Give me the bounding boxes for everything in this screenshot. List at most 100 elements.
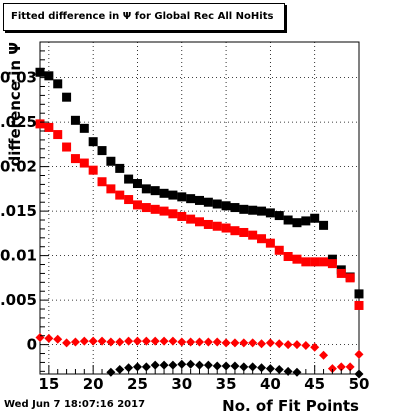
data-point (132, 179, 142, 189)
data-point (292, 340, 302, 350)
data-point (97, 177, 107, 187)
data-point (62, 338, 72, 348)
data-point (70, 337, 80, 347)
y-tick-label: 0.005 (0, 291, 37, 309)
data-point (239, 338, 249, 348)
data-point (79, 123, 89, 133)
data-point (141, 203, 151, 213)
x-tick-label: 25 (127, 375, 148, 393)
data-point (230, 361, 240, 371)
x-tick-label: 35 (216, 375, 237, 393)
data-point (212, 337, 222, 347)
data-point (265, 238, 275, 248)
data-point (159, 360, 169, 370)
data-point (203, 337, 213, 347)
data-point (301, 257, 311, 267)
data-point (283, 252, 293, 262)
plot-frame (39, 41, 360, 375)
y-tick-label: 0.025 (0, 113, 37, 131)
data-point (35, 67, 45, 77)
data-point (203, 197, 213, 207)
data-point (257, 363, 267, 373)
x-axis-title: No. of Fit Points (222, 397, 359, 414)
data-point (327, 259, 337, 269)
data-point (141, 362, 151, 372)
data-point (44, 333, 54, 343)
data-point (239, 227, 249, 237)
data-point (265, 338, 275, 348)
data-point (301, 341, 311, 351)
data-point (88, 165, 98, 175)
data-point (354, 300, 364, 310)
data-point (292, 254, 302, 264)
y-tick-label: 0 (27, 336, 37, 354)
data-point (159, 188, 169, 198)
data-point (35, 119, 45, 129)
data-point (248, 338, 258, 348)
data-point (203, 219, 213, 229)
data-point (292, 218, 302, 228)
data-point (53, 79, 63, 89)
data-point (336, 268, 346, 278)
data-point (132, 336, 142, 346)
x-tick-label: 50 (349, 375, 370, 393)
data-point (150, 186, 160, 196)
data-point (168, 190, 178, 200)
data-point (150, 360, 160, 370)
data-point (274, 339, 284, 349)
data-point (168, 209, 178, 219)
data-point (221, 338, 231, 348)
data-point (186, 337, 196, 347)
y-tick-label: 0.015 (0, 202, 37, 220)
data-point (230, 338, 240, 348)
data-point (79, 158, 89, 168)
data-point (212, 199, 222, 209)
data-point (124, 363, 134, 373)
y-tick-label: 0.02 (0, 158, 37, 176)
data-point (345, 273, 355, 283)
y-axis-title: difference in Ψ (6, 42, 24, 167)
chart-title: Fitted difference in Ψ for Global Rec Al… (11, 11, 274, 22)
data-point (106, 184, 116, 194)
data-series (35, 119, 364, 310)
data-point (310, 342, 320, 352)
data-point (257, 339, 267, 349)
data-point (124, 174, 134, 184)
data-point (248, 230, 258, 240)
data-point (53, 130, 63, 140)
data-point (186, 194, 196, 204)
x-tick-label: 40 (260, 375, 281, 393)
data-point (124, 195, 134, 205)
data-point (230, 226, 240, 236)
data-point (195, 337, 204, 347)
data-point (115, 337, 125, 347)
data-point (239, 362, 249, 372)
data-point (310, 257, 320, 267)
data-point (195, 360, 204, 370)
x-tick-label: 15 (38, 375, 59, 393)
data-point (221, 201, 231, 211)
data-point (115, 190, 125, 200)
data-point (257, 206, 267, 216)
x-tick-label: 20 (83, 375, 104, 393)
data-point (301, 216, 311, 226)
data-point (212, 221, 222, 231)
data-series (35, 67, 364, 299)
data-point (221, 223, 231, 233)
data-point (195, 195, 204, 205)
data-point (141, 184, 151, 194)
data-point (186, 359, 196, 369)
data-point (319, 220, 329, 230)
data-point (345, 362, 355, 372)
data-point (212, 361, 222, 371)
x-tick-label: 45 (304, 375, 325, 393)
data-point (159, 336, 169, 346)
data-point (44, 71, 54, 81)
data-point (195, 217, 204, 227)
data-point (70, 154, 80, 164)
data-point (124, 336, 134, 346)
data-point (150, 336, 160, 346)
data-point (97, 146, 107, 156)
y-tick-label: 0.01 (0, 247, 37, 265)
